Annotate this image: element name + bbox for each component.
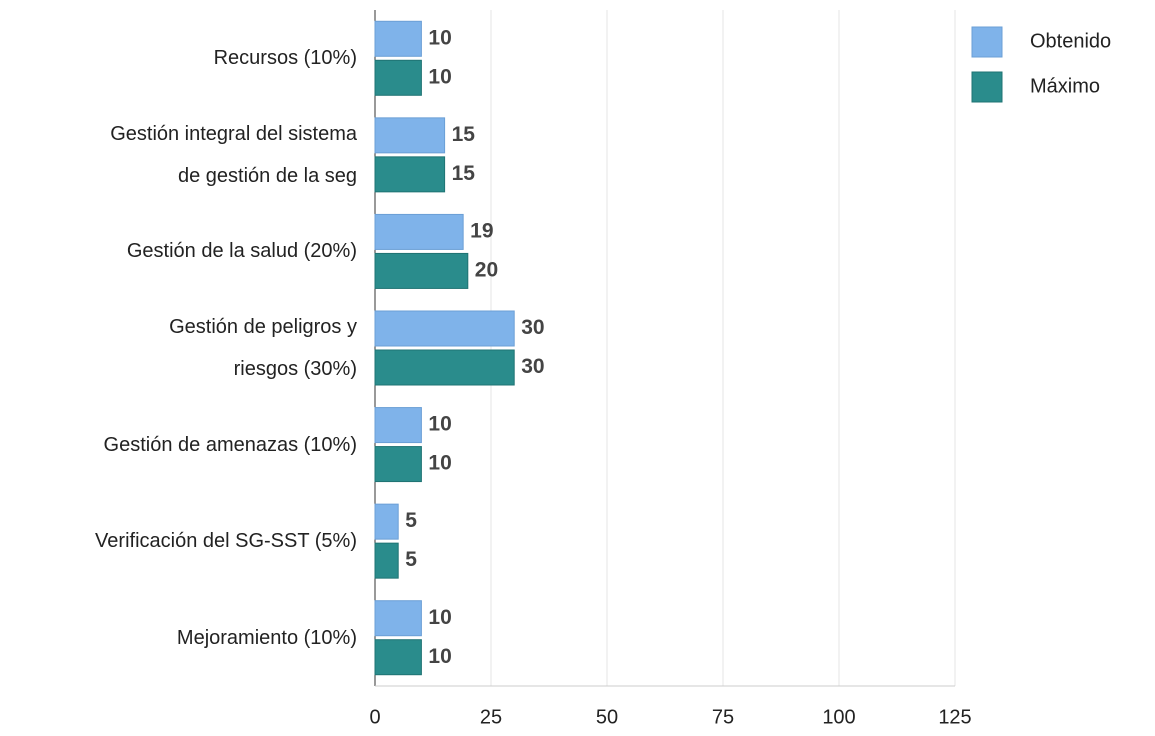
value-label: 10 bbox=[428, 606, 451, 629]
bar bbox=[374, 310, 515, 347]
value-label: 19 bbox=[470, 219, 493, 242]
bar bbox=[374, 446, 422, 483]
bar bbox=[374, 213, 464, 250]
legend-swatch bbox=[971, 26, 1003, 58]
y-tick-label: Gestión de la salud (20%) bbox=[126, 240, 357, 263]
bar bbox=[374, 20, 422, 57]
value-label: 30 bbox=[521, 355, 544, 378]
y-tick-label: Recursos (10%) bbox=[213, 47, 357, 70]
x-tick-label: 50 bbox=[596, 706, 618, 728]
bar bbox=[374, 639, 422, 676]
y-tick-label: Gestión de peligros y riesgos (30%) bbox=[169, 316, 357, 380]
value-label: 15 bbox=[452, 162, 476, 185]
value-label: 10 bbox=[428, 65, 451, 88]
bar bbox=[374, 59, 422, 96]
x-tick-label: 25 bbox=[480, 706, 502, 728]
value-label: 10 bbox=[428, 645, 451, 668]
x-tick-label: 125 bbox=[938, 706, 971, 728]
bar bbox=[374, 252, 469, 289]
legend-label: Máximo bbox=[1030, 75, 1100, 97]
value-label: 15 bbox=[452, 123, 476, 146]
value-label: 20 bbox=[475, 258, 498, 281]
bar bbox=[374, 407, 422, 444]
bar bbox=[374, 542, 399, 579]
legend-label: Obtenido bbox=[1030, 30, 1111, 52]
bar bbox=[374, 349, 515, 386]
bar bbox=[374, 600, 422, 637]
x-tick-label: 100 bbox=[822, 706, 855, 728]
y-tick-label: Gestión integral del sistema de gestión … bbox=[110, 122, 357, 187]
y-tick-label: Mejoramiento (10%) bbox=[176, 626, 357, 649]
bar bbox=[374, 156, 446, 193]
x-tick-label: 75 bbox=[712, 706, 734, 728]
bar bbox=[374, 117, 446, 154]
y-tick-label: Verificación del SG-SST (5%) bbox=[95, 530, 357, 553]
legend-swatch bbox=[971, 71, 1003, 103]
x-tick-label: 0 bbox=[369, 706, 380, 728]
value-label: 10 bbox=[428, 413, 451, 436]
value-label: 30 bbox=[521, 316, 544, 339]
bar bbox=[374, 503, 399, 540]
value-label: 5 bbox=[405, 548, 417, 571]
value-label: 5 bbox=[405, 509, 417, 532]
value-label: 10 bbox=[428, 452, 451, 475]
y-tick-label: Gestión de amenazas (10%) bbox=[103, 433, 357, 456]
value-label: 10 bbox=[428, 26, 451, 49]
